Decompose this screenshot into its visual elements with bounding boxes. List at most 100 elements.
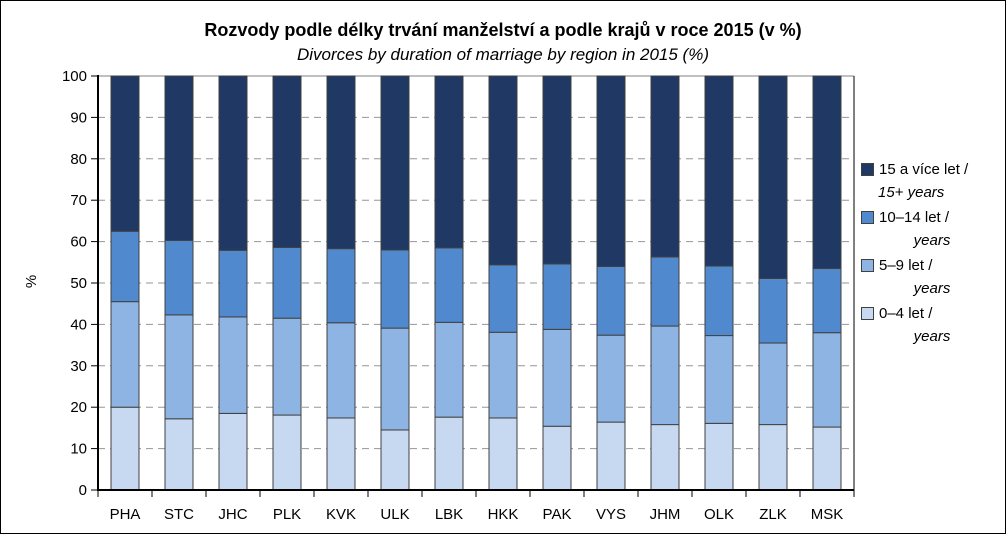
legend-label: 0–4 let / — [879, 305, 933, 322]
bar-segment-PHA — [110, 301, 140, 408]
bar-segment-LBK — [434, 416, 464, 491]
legend-item-5-9-years: 5–9 let / years — [861, 254, 1003, 300]
legend-label-en: years — [913, 232, 951, 249]
bar-segment-OLK — [704, 335, 734, 424]
bar-segment-PAK — [542, 263, 572, 330]
bar-segment-HKK — [488, 75, 518, 266]
y-tick-label: 0 — [79, 482, 87, 499]
bar-segment-OLK — [704, 265, 734, 337]
x-tick-label-PLK: PLK — [273, 506, 301, 523]
bar-segment-HKK — [488, 331, 518, 419]
bar-segment-PHA — [110, 75, 140, 232]
y-tick-label: 70 — [70, 192, 87, 209]
legend-label: 10–14 let / — [879, 209, 950, 226]
bar-segment-STC — [164, 418, 194, 491]
bar-segment-JHC — [218, 249, 248, 318]
y-tick-label: 100 — [62, 68, 87, 85]
legend-label-en: 15+ years — [878, 184, 945, 201]
legend-label-en: years — [913, 328, 951, 345]
bar-segment-VYS — [596, 265, 626, 336]
bar-segment-PAK — [542, 425, 572, 491]
bar-segment-VYS — [596, 334, 626, 423]
bar-segment-PLK — [272, 317, 302, 416]
y-tick-label: 50 — [70, 275, 87, 292]
bar-segment-PAK — [542, 75, 572, 265]
legend-swatch-5-9-years — [861, 259, 874, 272]
y-tick-label: 60 — [70, 234, 87, 251]
x-tick-label-MSK: MSK — [811, 506, 844, 523]
bar-segment-OLK — [704, 422, 734, 491]
bar-segment-LBK — [434, 75, 464, 249]
bar-segment-MSK — [812, 75, 842, 270]
bar-segment-JHC — [218, 75, 248, 251]
legend-label-en: years — [913, 280, 951, 297]
x-tick-label-PHA: PHA — [110, 506, 141, 523]
chart-subtitle: Divorces by duration of marriage by regi… — [297, 45, 709, 64]
bar-segment-ZLK — [758, 342, 788, 426]
x-tick-label-KVK: KVK — [326, 506, 356, 523]
bar-segment-PLK — [272, 246, 302, 319]
bar-segment-JHM — [650, 256, 680, 327]
bar-segment-PAK — [542, 328, 572, 427]
y-tick-label: 30 — [70, 358, 87, 375]
bar-segment-LBK — [434, 247, 464, 323]
bar-segment-VYS — [596, 421, 626, 491]
bar-segment-MSK — [812, 332, 842, 428]
bar-segment-KVK — [326, 417, 356, 491]
bar-segment-ULK — [380, 429, 410, 491]
bar-segment-KVK — [326, 75, 356, 250]
bar-segment-JHC — [218, 412, 248, 491]
bar-segment-ZLK — [758, 277, 788, 344]
legend: 15 a více let / 15+ years 10–14 let / ye… — [861, 158, 1003, 350]
bar-segment-JHM — [650, 325, 680, 426]
bar-segment-PHA — [110, 406, 140, 491]
bar-segment-KVK — [326, 248, 356, 324]
y-tick-label: 80 — [70, 151, 87, 168]
bar-segment-HKK — [488, 264, 518, 333]
bar-segment-ULK — [380, 327, 410, 431]
bar-segment-ULK — [380, 249, 410, 329]
bar-segment-JHC — [218, 316, 248, 414]
bar-segment-OLK — [704, 75, 734, 267]
bar-segment-STC — [164, 314, 194, 420]
x-tick-label-ZLK: ZLK — [759, 506, 787, 523]
x-tick-label-OLK: OLK — [704, 506, 734, 523]
bar-segment-JHM — [650, 424, 680, 491]
bar-segment-ZLK — [758, 424, 788, 491]
bar-segment-MSK — [812, 268, 842, 334]
chart-title: Rozvody podle délky trvání manželství a … — [204, 20, 802, 40]
bar-segment-STC — [164, 239, 194, 316]
legend-swatch-0-4-years — [861, 307, 874, 320]
bar-segment-VYS — [596, 75, 626, 267]
legend-swatch-10-14-years — [861, 211, 874, 224]
legend-item-0-4-years: 0–4 let / years — [861, 302, 1003, 348]
bar-segment-PLK — [272, 414, 302, 491]
x-tick-label-ULK: ULK — [380, 506, 409, 523]
y-tick-label: 90 — [70, 109, 87, 126]
legend-item-10-14-years: 10–14 let / years — [861, 206, 1003, 252]
x-tick-label-JHC: JHC — [218, 506, 247, 523]
x-tick-label-JHM: JHM — [650, 506, 681, 523]
x-tick-label-PAK: PAK — [543, 506, 572, 523]
bar-segment-MSK — [812, 426, 842, 491]
x-tick-label-VYS: VYS — [596, 506, 626, 523]
legend-swatch-15plus-years — [861, 163, 874, 176]
bar-segment-ULK — [380, 75, 410, 251]
y-tick-label: 20 — [70, 399, 87, 416]
x-tick-label-LBK: LBK — [435, 506, 463, 523]
bar-segment-JHM — [650, 75, 680, 258]
x-tick-label-STC: STC — [164, 506, 194, 523]
y-tick-label: 40 — [70, 316, 87, 333]
legend-label: 5–9 let / — [879, 257, 933, 274]
legend-item-15plus-years: 15 a více let / 15+ years — [861, 158, 1003, 204]
x-tick-label-HKK: HKK — [488, 506, 519, 523]
bar-segment-HKK — [488, 417, 518, 491]
bar-segment-PHA — [110, 230, 140, 303]
bar-segment-PLK — [272, 75, 302, 248]
y-tick-label: 10 — [70, 441, 87, 458]
bar-segment-LBK — [434, 321, 464, 418]
bar-segment-STC — [164, 75, 194, 241]
legend-label: 15 a více let / — [879, 161, 969, 178]
